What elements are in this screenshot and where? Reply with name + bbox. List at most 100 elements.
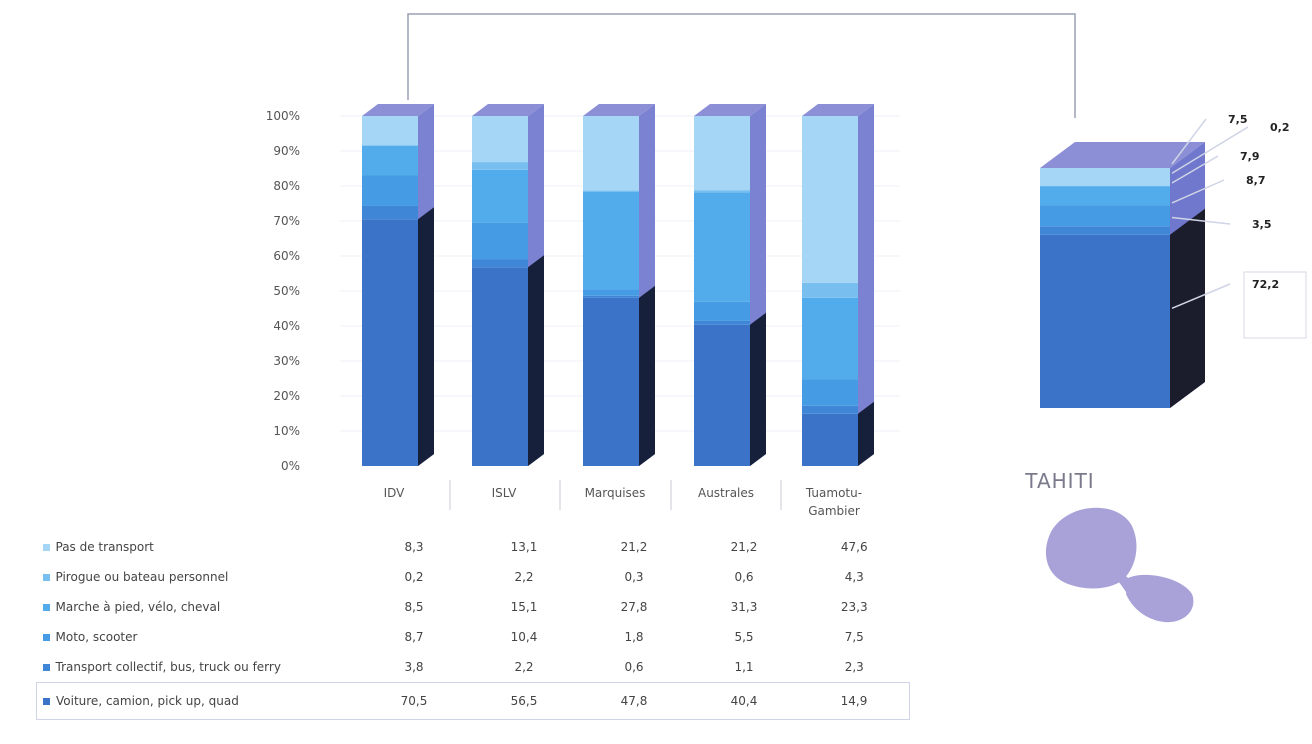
- bar-group-2: [583, 104, 655, 466]
- value-label: 8,7: [1246, 174, 1266, 187]
- bar-segment: [583, 297, 639, 466]
- table-cell: 56,5: [469, 682, 579, 720]
- value-label: 3,5: [1252, 218, 1272, 231]
- table-row: Transport collectif, bus, truck ou ferry…: [37, 652, 910, 683]
- bar-segment: [472, 259, 528, 268]
- bar-segment: [1040, 168, 1170, 186]
- bar-segment: [583, 191, 639, 290]
- bar-side-shade: [1170, 208, 1205, 408]
- table-cell: 0,2: [404, 570, 424, 584]
- y-tick-label: 20%: [273, 389, 300, 403]
- bar-segment: [472, 267, 528, 466]
- value-label: 7,9: [1240, 150, 1260, 163]
- table-cell: 47,6: [840, 540, 868, 554]
- bar-side-face: [858, 104, 874, 466]
- bar-side-shade: [639, 285, 655, 466]
- bar-segment: [694, 192, 750, 302]
- table-cell: 1,1: [734, 660, 754, 674]
- legend-entry: Pirogue ou bateau personnel: [37, 562, 360, 592]
- legend-swatch: [42, 633, 50, 641]
- y-tick-label: 10%: [273, 424, 300, 438]
- y-tick-label: 60%: [273, 249, 300, 263]
- table-cell: 2,2: [514, 570, 534, 584]
- legend-label: Moto, scooter: [55, 629, 138, 644]
- bar-top-face: [362, 104, 434, 116]
- legend-label: Marche à pied, vélo, cheval: [55, 599, 221, 614]
- bar-group-4: [802, 104, 874, 466]
- y-tick-label: 50%: [273, 284, 300, 298]
- bar-segment: [362, 145, 418, 146]
- bar-group-0: [362, 104, 434, 466]
- table-row: Pirogue ou bateau personnel 0,2 2,2 0,3 0,6 4…: [37, 562, 910, 592]
- bar-segment: [694, 320, 750, 325]
- y-tick-label: 70%: [273, 214, 300, 228]
- table-cell: 10,4: [510, 630, 538, 644]
- table-cell: 0,6: [624, 660, 644, 674]
- table-row: Pas de transport 8,3 13,1 21,2 21,2 47,6: [37, 532, 910, 562]
- bar-side-shade: [750, 312, 766, 466]
- legend-entry: Transport collectif, bus, truck ou ferry: [37, 652, 360, 683]
- y-tick-label: 30%: [273, 354, 300, 368]
- table-cell: 7,5: [844, 630, 864, 644]
- bar-segment: [802, 116, 858, 283]
- legend-label: Voiture, camion, pick up, quad: [56, 693, 239, 708]
- bar-segment: [472, 222, 528, 260]
- table-cell: 8,5: [404, 600, 424, 614]
- legend-swatch: [43, 697, 50, 705]
- leader-line: [1171, 155, 1219, 184]
- bar-segment: [472, 116, 528, 163]
- legend-swatch: [42, 573, 50, 581]
- leader-line: [1171, 216, 1231, 225]
- category-label: ISLV: [492, 486, 518, 500]
- connector-line: [407, 13, 1076, 118]
- legend-label: Pas de transport: [55, 539, 154, 554]
- table-cell: 1,8: [624, 630, 644, 644]
- bar-segment: [1040, 186, 1170, 206]
- tahiti-island-map: [1126, 574, 1194, 623]
- table-cell: 47,8: [579, 682, 689, 720]
- bar-segment: [362, 175, 418, 206]
- legend-entry: Moto, scooter: [37, 622, 360, 652]
- y-tick-label: 100%: [266, 109, 300, 123]
- leader-line: [1171, 179, 1225, 204]
- bar-segment: [694, 301, 750, 321]
- bar-segment: [802, 405, 858, 414]
- legend-label: Transport collectif, bus, truck ou ferry: [55, 659, 281, 674]
- table-cell: 8,7: [404, 630, 424, 644]
- bar-segment: [583, 190, 639, 192]
- y-tick-label: 40%: [273, 319, 300, 333]
- table-cell: 21,2: [620, 540, 648, 554]
- bar-segment: [1040, 226, 1170, 235]
- table-cell: 31,3: [730, 600, 758, 614]
- leader-line: [1171, 126, 1249, 174]
- bar-segment: [802, 297, 858, 380]
- bar-segment: [472, 169, 528, 223]
- tahiti-island-map: [1114, 572, 1134, 592]
- bar-side-shade: [858, 401, 874, 466]
- bar-top-face: [694, 104, 766, 116]
- bar-side-shade: [528, 255, 544, 466]
- bar-segment: [472, 162, 528, 170]
- data-table: Pas de transport 8,3 13,1 21,2 21,2 47,6 Pirog…: [36, 532, 910, 720]
- bar-segment: [1040, 205, 1170, 227]
- table-cell: 0,3: [624, 570, 644, 584]
- leader-line: [1171, 118, 1207, 165]
- bar-segment: [362, 145, 418, 176]
- category-label: Australes: [698, 486, 754, 500]
- table-cell: 15,1: [510, 600, 538, 614]
- bar-group-3: [694, 104, 766, 466]
- bar-segment: [694, 190, 750, 193]
- bar-segment: [1040, 234, 1170, 408]
- bar-top-face: [1040, 142, 1205, 168]
- bar-side-shade: [418, 207, 434, 466]
- value-box: [1243, 271, 1307, 339]
- bar-segment: [802, 413, 858, 466]
- bar-segment: [362, 219, 418, 466]
- table-cell: 13,1: [510, 540, 538, 554]
- table-cell: 5,5: [734, 630, 754, 644]
- legend-entry: Voiture, camion, pick up, quad: [36, 682, 359, 720]
- bar-top-face: [472, 104, 544, 116]
- bar-segment: [802, 379, 858, 406]
- table-cell: 40,4: [689, 682, 799, 720]
- y-tick-label: 0%: [281, 459, 300, 473]
